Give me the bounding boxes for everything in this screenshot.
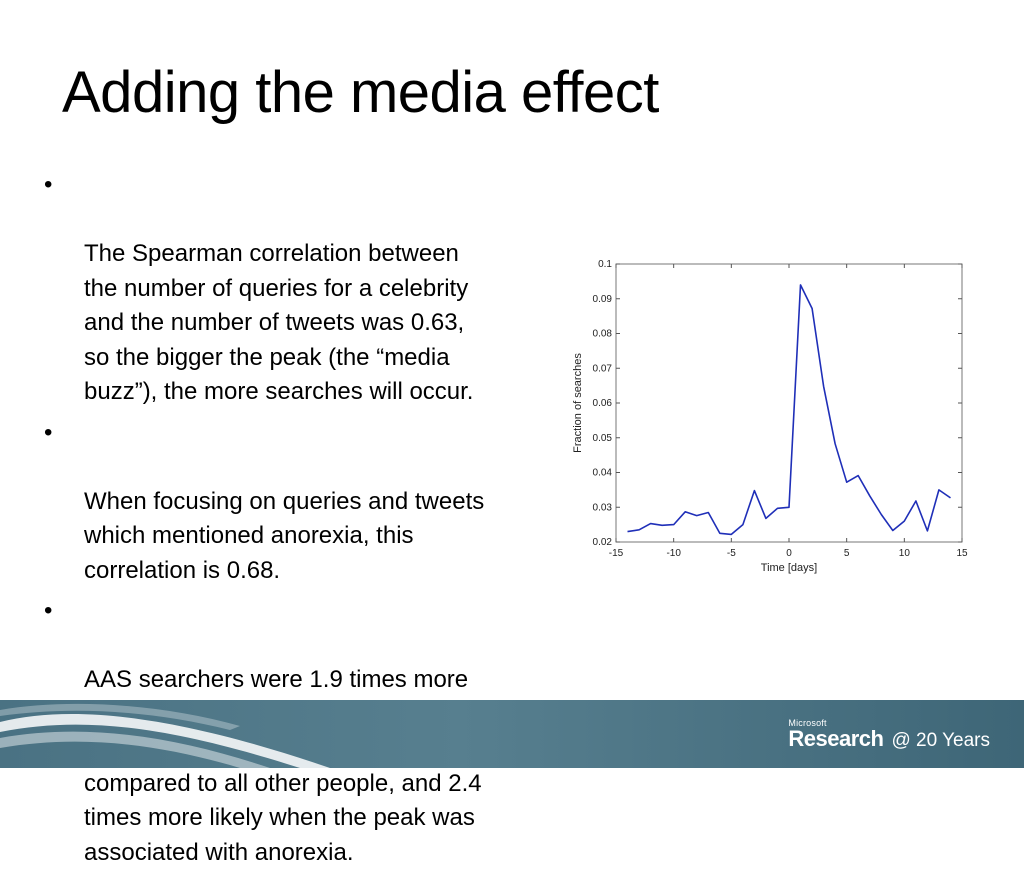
line-chart: -15 -10 -5 0 5 10 15 0.02 0.03 0.04 0.05 0.06 0.07 0.… xyxy=(572,259,968,574)
series-line xyxy=(627,284,951,536)
y-axis-label: Fraction of searches xyxy=(572,353,584,453)
y-tick-label: 0.02 xyxy=(593,537,613,548)
x-axis-label: Time [days] xyxy=(761,562,817,574)
brand-suffix: @ 20 Years xyxy=(891,730,990,751)
x-tick-label: 0 xyxy=(786,548,792,559)
brand-microsoft: Microsoft xyxy=(788,718,827,728)
bullet-text: The Spearman correlation between the num… xyxy=(84,240,474,405)
y-tick-label: 0.05 xyxy=(593,433,613,444)
bullet-dot: • xyxy=(44,171,53,198)
footer-bar: Microsoft Research @ 20 Years xyxy=(0,700,1024,768)
bullet-text: When focusing on queries and tweets whic… xyxy=(84,487,485,584)
bullet-dot: • xyxy=(44,597,53,624)
bullet-dot: • xyxy=(44,418,53,446)
x-tick-label: 10 xyxy=(899,548,911,559)
y-tick-label: 0.06 xyxy=(593,398,613,409)
y-tick-label: 0.1 xyxy=(598,259,612,270)
x-tick-label: -10 xyxy=(666,548,681,559)
brand-research: Research xyxy=(788,726,884,751)
microsoft-research-logo: Microsoft Research @ 20 Years xyxy=(788,716,990,752)
y-tick-label: 0.09 xyxy=(593,294,613,305)
y-tick-label: 0.07 xyxy=(593,363,613,374)
y-tick-label: 0.04 xyxy=(593,468,613,479)
x-tick-label: -5 xyxy=(727,548,736,559)
bullet-list: • The Spearman correlation between the n… xyxy=(44,168,564,876)
y-tick-label: 0.08 xyxy=(593,329,613,340)
footer-swoosh-decoration xyxy=(0,703,330,768)
bullet-item: • When focusing on queries and tweets wh… xyxy=(44,416,564,589)
x-tick-label: 15 xyxy=(956,548,968,559)
slide-title: Adding the media effect xyxy=(62,60,659,125)
x-tick-label: 5 xyxy=(844,548,850,559)
y-tick-label: 0.03 xyxy=(593,502,613,513)
bullet-item: • The Spearman correlation between the n… xyxy=(44,168,564,410)
x-tick-label: -15 xyxy=(609,548,624,559)
